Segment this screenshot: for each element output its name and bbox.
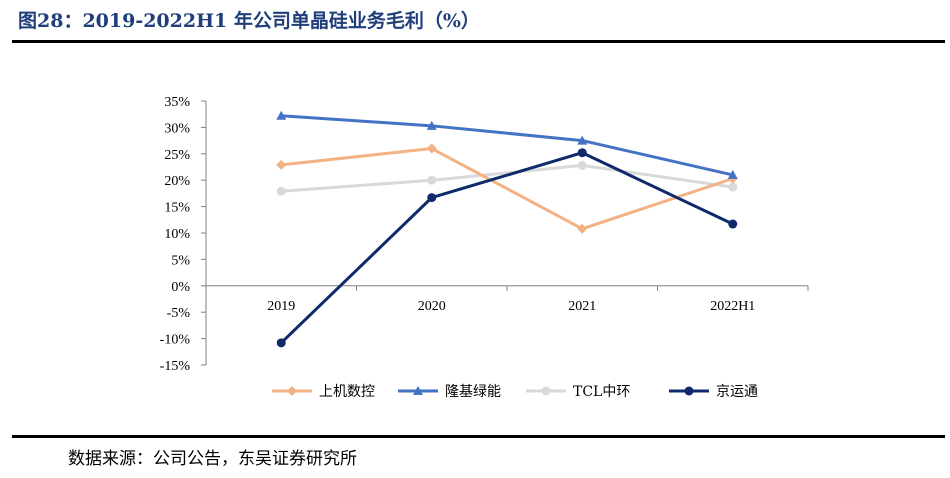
x-tick-label: 2022H1 xyxy=(710,299,755,314)
series-2-point xyxy=(276,186,286,196)
series-layer xyxy=(276,110,738,348)
y-tick-label: 15% xyxy=(164,201,190,216)
series-2-point xyxy=(577,160,587,170)
y-tick-label: 0% xyxy=(171,280,190,295)
legend-label: TCL中环 xyxy=(573,384,630,400)
series-3-point xyxy=(276,338,286,348)
figure-title: 图28：2019-2022H1 年公司单晶硅业务毛利（%） xyxy=(18,10,480,32)
y-tick-label: 25% xyxy=(164,148,190,163)
source-note: 数据来源：公司公告，东吴证券研究所 xyxy=(68,449,357,469)
series-1-line xyxy=(281,114,734,177)
series-2-point xyxy=(427,175,437,185)
series-0-point xyxy=(426,143,437,154)
bottom-rule xyxy=(12,435,945,438)
series-3-line xyxy=(280,151,734,344)
series-1-point xyxy=(426,120,437,130)
series-0-point xyxy=(577,223,588,234)
legend-label: 京运通 xyxy=(716,384,758,400)
series-1-point xyxy=(577,135,588,145)
series-3-point xyxy=(728,219,738,229)
y-tick-label: -15% xyxy=(160,359,191,374)
legend: 上机数控 隆基绿能 TCL中环 京运通 xyxy=(272,383,758,400)
x-axis: 2019 2020 2021 2022H1 xyxy=(205,285,809,314)
legend-swatch-marker xyxy=(684,386,694,396)
x-tick-label: 2019 xyxy=(267,299,295,314)
y-tick-label: -10% xyxy=(160,333,191,348)
y-tick-label: 20% xyxy=(164,174,190,189)
series-3-point xyxy=(427,193,437,203)
series-0-line xyxy=(281,147,734,231)
y-tick-label: 35% xyxy=(164,95,190,110)
legend-swatch-marker xyxy=(413,386,423,395)
y-axis: 35% 30% 25% 20% 15% 10% 5% 0% -5% -10% -15% xyxy=(160,95,207,374)
series-3-point xyxy=(577,148,587,158)
y-tick-label: -5% xyxy=(167,306,191,321)
y-tick-label: 5% xyxy=(171,253,190,268)
legend-swatch-marker xyxy=(287,386,297,396)
y-tick-label: 10% xyxy=(164,227,190,242)
y-tick-label: 30% xyxy=(164,121,190,136)
x-tick-label: 2021 xyxy=(568,299,596,314)
top-rule xyxy=(12,40,945,43)
legend-label: 隆基绿能 xyxy=(445,383,501,400)
series-1-point xyxy=(727,169,738,179)
legend-label: 上机数控 xyxy=(319,384,375,400)
series-0-point xyxy=(276,159,287,170)
series-1-point xyxy=(276,110,287,120)
legend-swatch-marker xyxy=(541,386,551,396)
series-2-point xyxy=(728,182,738,192)
series-2-line xyxy=(281,163,733,193)
x-tick-label: 2020 xyxy=(418,299,446,314)
